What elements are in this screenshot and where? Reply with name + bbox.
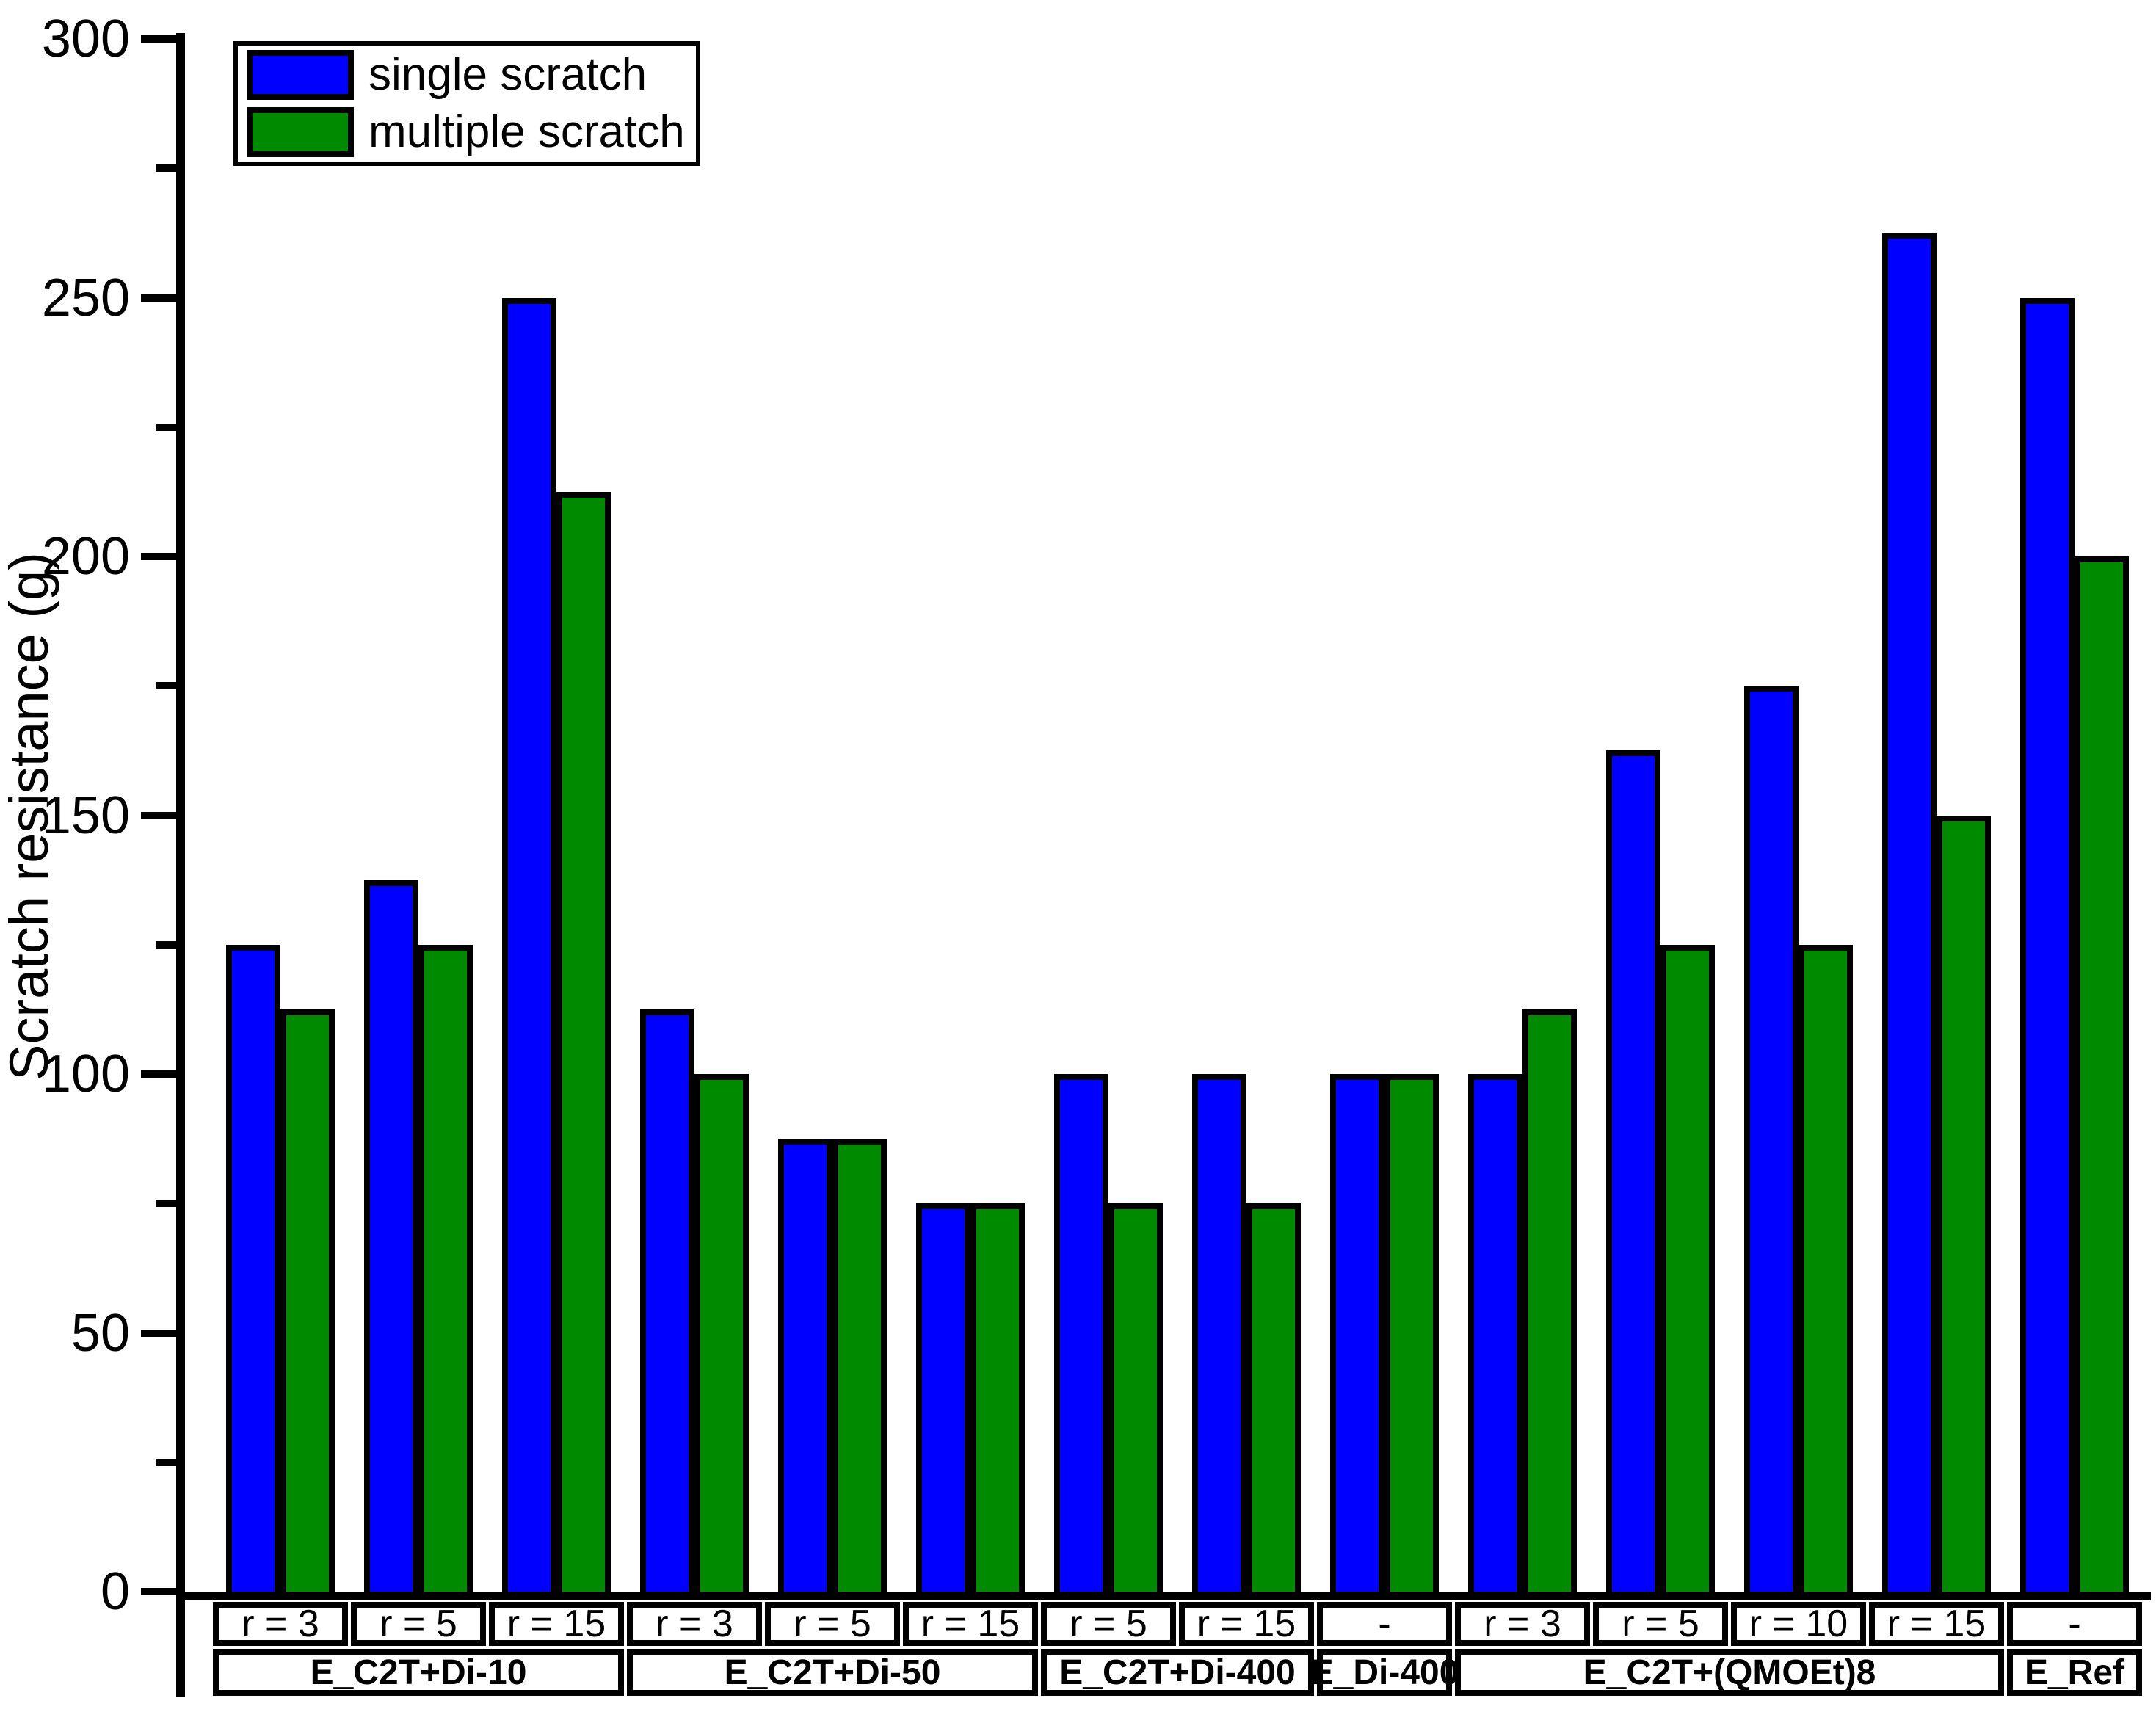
r-tick-box: r = 15 (489, 1602, 624, 1646)
group-label-box: E_C2T+Di-10 (213, 1649, 624, 1696)
bar-single-scratch-E_C2T+Di-10-r = 15 (502, 297, 556, 1599)
bar-multiple-scratch-E_C2T+(QMOEt)8-r = 5 (1660, 944, 1715, 1599)
legend-box: single scratch multiple scratch (233, 41, 700, 166)
r-tick-box: r = 15 (1869, 1602, 2004, 1646)
legend-item-single: single scratch (247, 49, 696, 101)
legend-swatch-multiple (247, 107, 354, 157)
y-tick-major (141, 553, 176, 560)
y-tick-major (141, 1070, 176, 1078)
bar-multiple-scratch-E_Ref-- (2075, 556, 2129, 1599)
y-tick-major (141, 35, 176, 43)
y-tick-major (141, 1588, 176, 1595)
bar-single-scratch-E_C2T+(QMOEt)8-r = 5 (1606, 750, 1660, 1599)
y-tick-label: 300 (41, 10, 130, 68)
y-tick-minor (156, 682, 176, 690)
bar-single-scratch-E_C2T+Di-50-r = 3 (640, 1009, 694, 1599)
r-tick-box: - (2007, 1602, 2142, 1646)
r-tick-box: - (1317, 1602, 1452, 1646)
bar-multiple-scratch-E_C2T+(QMOEt)8-r = 3 (1522, 1009, 1577, 1599)
group-label-box: E_C2T+(QMOEt)8 (1455, 1649, 2004, 1696)
bar-multiple-scratch-E_C2T+Di-10-r = 5 (418, 944, 473, 1599)
y-tick-major (141, 811, 176, 819)
bar-single-scratch-E_C2T+Di-10-r = 5 (364, 879, 418, 1599)
bar-multiple-scratch-E_C2T+Di-400-r = 15 (1246, 1203, 1301, 1599)
bar-single-scratch-E_C2T+(QMOEt)8-r = 15 (1882, 233, 1937, 1599)
r-tick-box: r = 5 (351, 1602, 486, 1646)
y-tick-minor (156, 423, 176, 431)
bar-multiple-scratch-E_C2T+Di-50-r = 5 (832, 1139, 887, 1599)
bar-single-scratch-E_C2T+Di-400-r = 5 (1054, 1074, 1108, 1599)
y-axis-line (176, 33, 185, 1697)
y-tick-minor (156, 1200, 176, 1208)
bar-single-scratch-E_C2T+Di-50-r = 5 (778, 1139, 832, 1599)
legend-item-multiple: multiple scratch (247, 106, 696, 158)
bar-single-scratch-E_C2T+Di-10-r = 3 (226, 944, 280, 1599)
r-tick-box: r = 3 (627, 1602, 762, 1646)
r-tick-box: r = 10 (1731, 1602, 1866, 1646)
r-tick-box: r = 5 (765, 1602, 900, 1646)
r-tick-box: r = 15 (1179, 1602, 1314, 1646)
y-tick-label: 150 (41, 786, 130, 845)
bar-single-scratch-E_C2T+Di-50-r = 15 (916, 1203, 970, 1599)
r-tick-box: r = 3 (1455, 1602, 1590, 1646)
y-tick-label: 50 (70, 1303, 130, 1363)
bar-multiple-scratch-E_C2T+(QMOEt)8-r = 15 (1937, 815, 1991, 1599)
bar-single-scratch-E_C2T+(QMOEt)8-r = 10 (1744, 686, 1799, 1599)
bar-multiple-scratch-E_C2T+Di-50-r = 3 (694, 1074, 749, 1599)
legend-label-single: single scratch (369, 49, 647, 100)
r-tick-box: r = 5 (1041, 1602, 1176, 1646)
y-tick-major (141, 294, 176, 302)
bar-multiple-scratch-E_C2T+Di-10-r = 15 (556, 491, 611, 1599)
bar-single-scratch-E_Di-400-- (1330, 1074, 1384, 1599)
legend-swatch-single (247, 50, 354, 100)
bar-multiple-scratch-E_Di-400-- (1384, 1074, 1439, 1599)
y-tick-minor (156, 164, 176, 173)
y-tick-label: 0 (100, 1562, 130, 1621)
r-tick-box: r = 3 (213, 1602, 348, 1646)
bar-single-scratch-E_C2T+Di-400-r = 15 (1192, 1074, 1246, 1599)
bar-multiple-scratch-E_C2T+Di-10-r = 3 (280, 1009, 335, 1599)
group-label-box: E_Di-400 (1310, 1649, 1459, 1696)
r-tick-box: r = 15 (903, 1602, 1038, 1646)
r-tick-box: r = 5 (1593, 1602, 1728, 1646)
y-tick-label: 200 (41, 527, 130, 586)
group-label-box: E_C2T+Di-50 (627, 1649, 1038, 1696)
group-label-box: E_C2T+Di-400 (1041, 1649, 1314, 1696)
legend-label-multiple: multiple scratch (369, 106, 685, 157)
x-axis-line (176, 1592, 2151, 1600)
y-tick-label: 250 (41, 268, 130, 327)
bar-single-scratch-E_Ref-- (2020, 297, 2075, 1599)
bar-multiple-scratch-E_C2T+Di-50-r = 15 (970, 1203, 1025, 1599)
bar-multiple-scratch-E_C2T+Di-400-r = 5 (1108, 1203, 1163, 1599)
bar-multiple-scratch-E_C2T+(QMOEt)8-r = 10 (1799, 944, 1853, 1599)
group-label-box: E_Ref (2007, 1649, 2142, 1696)
y-tick-label: 100 (41, 1045, 130, 1103)
bar-single-scratch-E_C2T+(QMOEt)8-r = 3 (1468, 1074, 1522, 1599)
y-tick-major (141, 1329, 176, 1337)
y-tick-minor (156, 1458, 176, 1466)
y-tick-minor (156, 940, 176, 949)
